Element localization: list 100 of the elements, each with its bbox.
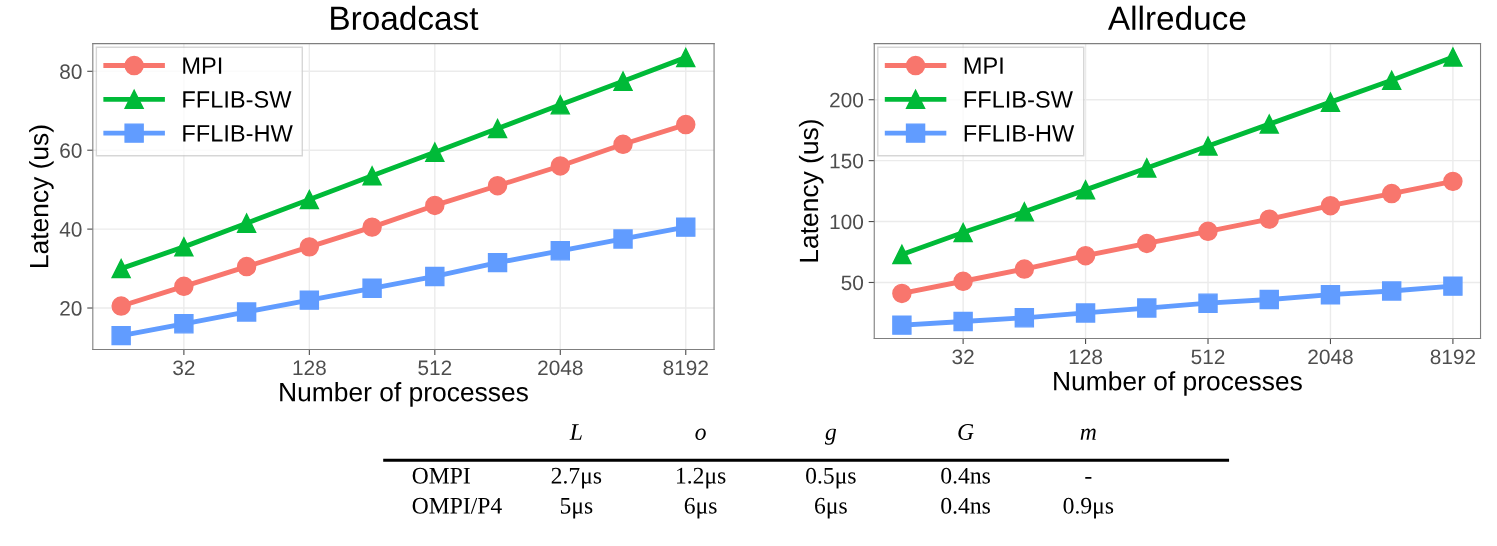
text: 0.4ns	[941, 497, 990, 514]
point	[1443, 47, 1463, 67]
point	[1381, 183, 1402, 204]
point	[1381, 70, 1402, 90]
text: 6μs	[684, 497, 717, 519]
point	[299, 237, 320, 257]
point	[892, 283, 912, 304]
legend-label: MPI	[964, 57, 1003, 74]
x-tick-label: 8192	[1430, 349, 1476, 365]
point	[1075, 303, 1096, 323]
point	[425, 266, 445, 287]
legend-label: FFLIB-SW	[964, 91, 1073, 108]
point	[174, 237, 194, 257]
x-axis-title: Number of processes	[280, 382, 528, 407]
point	[1198, 221, 1218, 242]
text: g	[824, 428, 837, 445]
point	[1014, 259, 1035, 279]
point	[613, 134, 633, 155]
point	[1443, 171, 1463, 192]
point	[1320, 195, 1341, 216]
point	[1137, 158, 1157, 178]
text: 0.4ns	[941, 467, 990, 484]
legend-label: FFLIB-HW	[183, 125, 293, 142]
text: G	[958, 424, 974, 440]
point	[676, 47, 696, 68]
point	[1137, 233, 1157, 254]
text: L	[569, 424, 582, 440]
y-tick-label: 200	[830, 92, 864, 108]
text: 0.9μs	[1063, 497, 1114, 519]
chart-title: Allreduce	[1107, 5, 1246, 31]
point	[1198, 136, 1218, 156]
point	[174, 314, 194, 334]
y-tick-label: 150	[830, 153, 864, 169]
point	[362, 217, 382, 237]
point	[487, 252, 508, 273]
point	[953, 222, 973, 243]
point	[892, 244, 912, 265]
point	[1075, 180, 1096, 200]
x-tick-label: 2048	[538, 360, 583, 376]
text: -	[1085, 476, 1092, 479]
point	[1198, 293, 1218, 313]
y-tick-label: 40	[59, 222, 82, 237]
point	[613, 229, 633, 249]
x-tick-label: 128	[293, 360, 326, 376]
point	[425, 195, 445, 216]
point	[236, 302, 257, 322]
text: 1.2μs	[676, 467, 726, 489]
y-tick-label: 80	[60, 64, 82, 80]
y-axis-title: Latency (us)	[29, 125, 54, 267]
point	[1137, 298, 1157, 318]
text: 6μs	[815, 497, 847, 519]
point	[487, 118, 508, 139]
point	[550, 95, 571, 115]
x-tick-label: 512	[418, 360, 452, 376]
point	[299, 189, 320, 210]
point	[362, 278, 382, 299]
x-tick-label: 512	[1191, 349, 1225, 365]
x-axis-title: Number of processes	[1054, 371, 1302, 396]
point	[111, 296, 131, 316]
point	[425, 142, 445, 162]
x-tick-label: 128	[1069, 349, 1103, 365]
point	[613, 71, 633, 91]
point	[953, 311, 973, 332]
point	[1259, 114, 1279, 134]
point	[550, 156, 571, 176]
point	[1320, 284, 1341, 305]
y-axis-title: Latency (us)	[798, 120, 824, 262]
point	[953, 271, 973, 291]
text: 0.5μs	[806, 467, 856, 489]
y-tick-label: 60	[60, 143, 82, 158]
text: m	[1080, 428, 1096, 440]
point	[236, 256, 257, 277]
chart-title: Broadcast	[331, 5, 479, 31]
point	[174, 276, 194, 297]
x-tick-label: 32	[952, 349, 974, 365]
y-tick-label: 100	[830, 214, 864, 230]
point	[1320, 92, 1341, 112]
point	[1381, 281, 1402, 301]
legend-label: FFLIB-SW	[183, 91, 292, 108]
text: 5μs	[560, 497, 593, 519]
point	[676, 114, 696, 135]
point	[676, 217, 696, 237]
point	[892, 315, 912, 335]
text: o	[695, 428, 706, 440]
legend-label: FFLIB-HW	[964, 125, 1075, 142]
point	[1014, 202, 1035, 222]
point	[1259, 289, 1279, 310]
point	[111, 258, 131, 279]
text: 2.7μs	[551, 467, 602, 489]
point	[1014, 308, 1035, 328]
legend-label: MPI	[183, 57, 222, 74]
text: OMPI	[412, 467, 470, 484]
point	[1259, 209, 1279, 229]
y-tick-label: 20	[60, 301, 82, 316]
point	[299, 290, 320, 310]
point	[362, 166, 382, 186]
x-tick-label: 8192	[663, 360, 708, 376]
text: OMPI/P4	[412, 497, 502, 514]
x-tick-label: 32	[173, 360, 195, 376]
point	[111, 325, 131, 346]
